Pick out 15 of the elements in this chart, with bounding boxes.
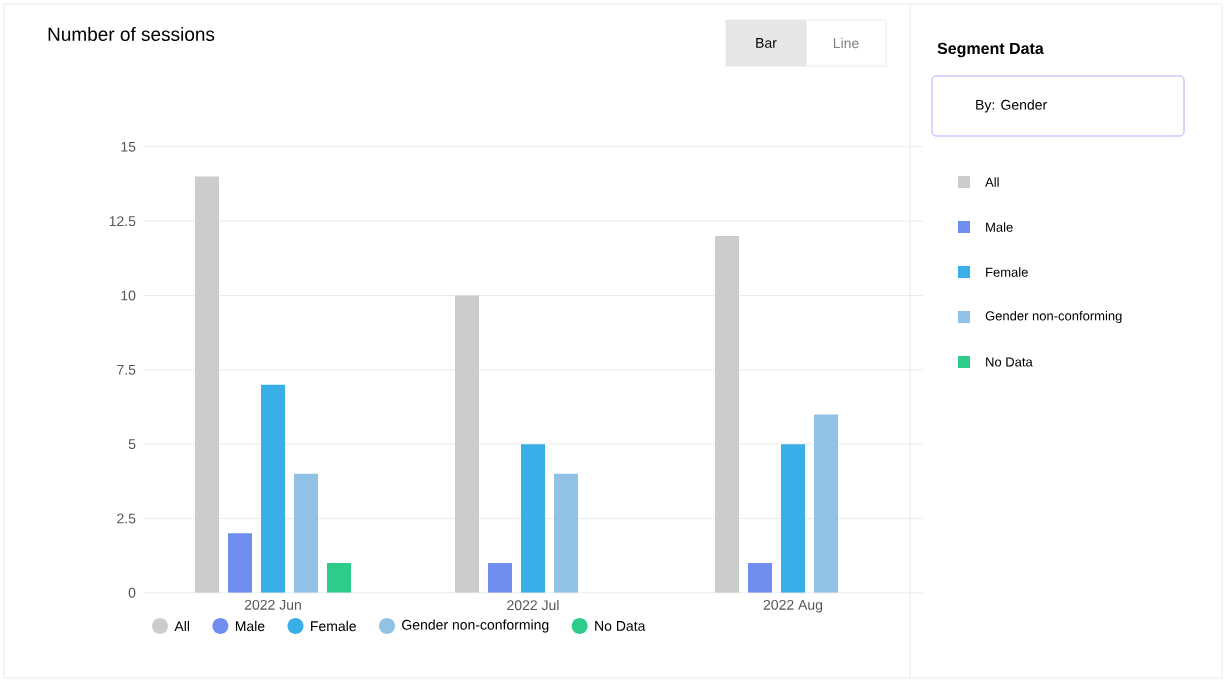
bar [228, 533, 252, 593]
bar [554, 473, 578, 593]
bar [814, 414, 838, 593]
bar [521, 444, 545, 593]
bar [748, 563, 772, 593]
bar [455, 295, 479, 593]
bar [488, 563, 512, 593]
chart-title: Number of sessions [48, 27, 215, 41]
bar [715, 236, 739, 593]
bar [327, 563, 351, 593]
bar [195, 176, 219, 593]
text: Segment Data [937, 42, 1044, 58]
bar [294, 473, 318, 593]
bar [261, 384, 286, 593]
bar [781, 444, 805, 593]
